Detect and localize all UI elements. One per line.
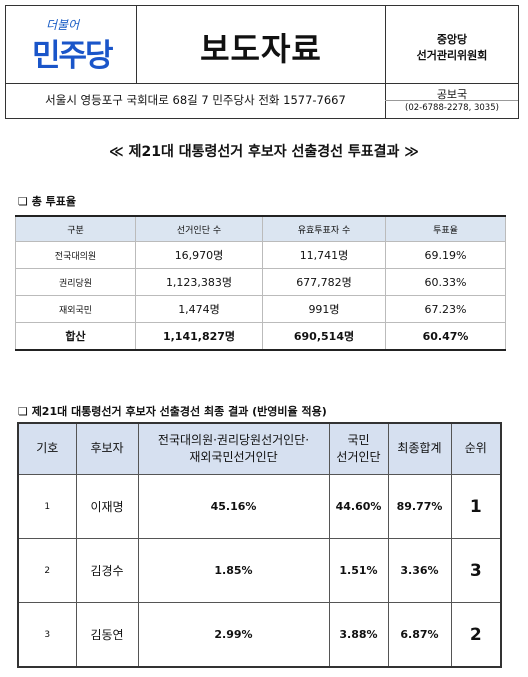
cell: 1 [17, 474, 77, 539]
org-line: 중앙당 [436, 33, 468, 46]
cell: 이재명 [75, 474, 139, 539]
org-line: 선거관리위원회 [416, 49, 488, 62]
data-row: 권리당원 1,123,383명 677,782명 60.33% [15, 268, 506, 296]
cell: 45.16% [137, 474, 330, 539]
cell: 1,123,383명 [135, 268, 263, 296]
cell: 3 [17, 602, 77, 668]
divider [6, 83, 518, 84]
header-row: 구분 선거인단 수 유효투표자 수 투표율 [15, 215, 506, 242]
header-line: 재외국민선거인단 [189, 450, 278, 464]
cell: 60.47% [385, 322, 506, 351]
doc-title: 보도자료 [200, 30, 322, 68]
cell: 2.99% [137, 602, 330, 668]
cell: 재외국민 [15, 295, 136, 323]
header-cell: 전국대의원·권리당원선거인단· 재외국민선거인단 [137, 422, 330, 475]
cell: 89.77% [387, 474, 452, 539]
data-row: 3 김동연 2.99% 3.88% 6.87% 2 [17, 602, 502, 668]
header-cell: 기호 [17, 422, 77, 475]
header-line: 국민 [347, 432, 370, 447]
cell: 1,474명 [135, 295, 263, 323]
cell: 67.23% [385, 295, 506, 323]
headline: ≪ 제21대 대통령선거 후보자 선출경선 투표결과 ≫ [109, 144, 419, 160]
cell: 6.87% [387, 602, 452, 668]
cell: 69.19% [385, 241, 506, 269]
header-box: 더불어 민주당 보도자료 중앙당 선거관리위원회 서울시 영등포구 국회대로 6… [5, 5, 519, 119]
cell: 16,970명 [135, 241, 263, 269]
cell: 991명 [262, 295, 386, 323]
header-cell: 구분 [15, 215, 136, 242]
cell: 합산 [15, 322, 136, 351]
cell: 3.88% [328, 602, 389, 668]
dept: 공보국 [436, 88, 468, 101]
cell: 1.51% [328, 538, 389, 603]
cell: 3 [450, 538, 502, 603]
cell: 677,782명 [262, 268, 386, 296]
cell: 전국대의원 [15, 241, 136, 269]
address: 서울시 영등포구 국회대로 68길 7 민주당사 전화 1577-7667 [45, 93, 346, 107]
divider [385, 100, 518, 101]
divider [136, 6, 137, 83]
total-row: 합산 1,141,827명 690,514명 60.47% [15, 322, 506, 351]
table-body: 1 이재명 45.16% 44.60% 89.77% 1 2 김경수 1.85% 1.51% 3.3… [17, 474, 502, 668]
header-cell: 순위 [450, 422, 502, 475]
header-cell: 선거인단 수 [135, 215, 263, 242]
logo: 민주당 [32, 38, 114, 74]
cell: 1,141,827명 [135, 322, 263, 351]
header-cell: 후보자 [75, 422, 139, 475]
cell: 2 [450, 602, 502, 668]
header-line: 선거인단 [336, 450, 381, 464]
header-cell: 투표율 [385, 215, 506, 242]
cell: 2 [17, 538, 77, 603]
data-row: 재외국민 1,474명 991명 67.23% [15, 295, 506, 323]
cell: 60.33% [385, 268, 506, 296]
data-row: 1 이재명 45.16% 44.60% 89.77% 1 [17, 474, 502, 539]
cell: 44.60% [328, 474, 389, 539]
cell: 권리당원 [15, 268, 136, 296]
phone: (02-6788-2278, 3035) [405, 103, 499, 113]
data-row: 2 김경수 1.85% 1.51% 3.36% 3 [17, 538, 502, 603]
cell: 김경수 [75, 538, 139, 603]
cell: 11,741명 [262, 241, 386, 269]
table-body: 전국대의원 16,970명 11,741명 69.19% 권리당원 1,123,383명 6… [15, 241, 506, 351]
org: 중앙당 선거관리위원회 [386, 32, 518, 64]
logo-small: 더불어 [46, 18, 80, 32]
turnout-table: 구분 선거인단 수 유효투표자 수 투표율 전국대의원 16,970명 11,741… [15, 215, 506, 351]
section-heading: ❏ 총 투표율 [18, 195, 77, 208]
cell: 690,514명 [262, 322, 386, 351]
data-row: 전국대의원 16,970명 11,741명 69.19% [15, 241, 506, 269]
header-cell: 최종합계 [387, 422, 452, 475]
cell: 김동연 [75, 602, 139, 668]
header-cell: 유효투표자 수 [262, 215, 386, 242]
cell: 3.36% [387, 538, 452, 603]
header-line: 전국대의원·권리당원선거인단· [157, 432, 310, 447]
cell: 1.85% [137, 538, 330, 603]
section-heading: ❏ 제21대 대통령선거 후보자 선출경선 최종 결과 (반영비율 적용) [18, 405, 327, 418]
cell: 1 [450, 474, 502, 539]
divider [385, 6, 386, 118]
